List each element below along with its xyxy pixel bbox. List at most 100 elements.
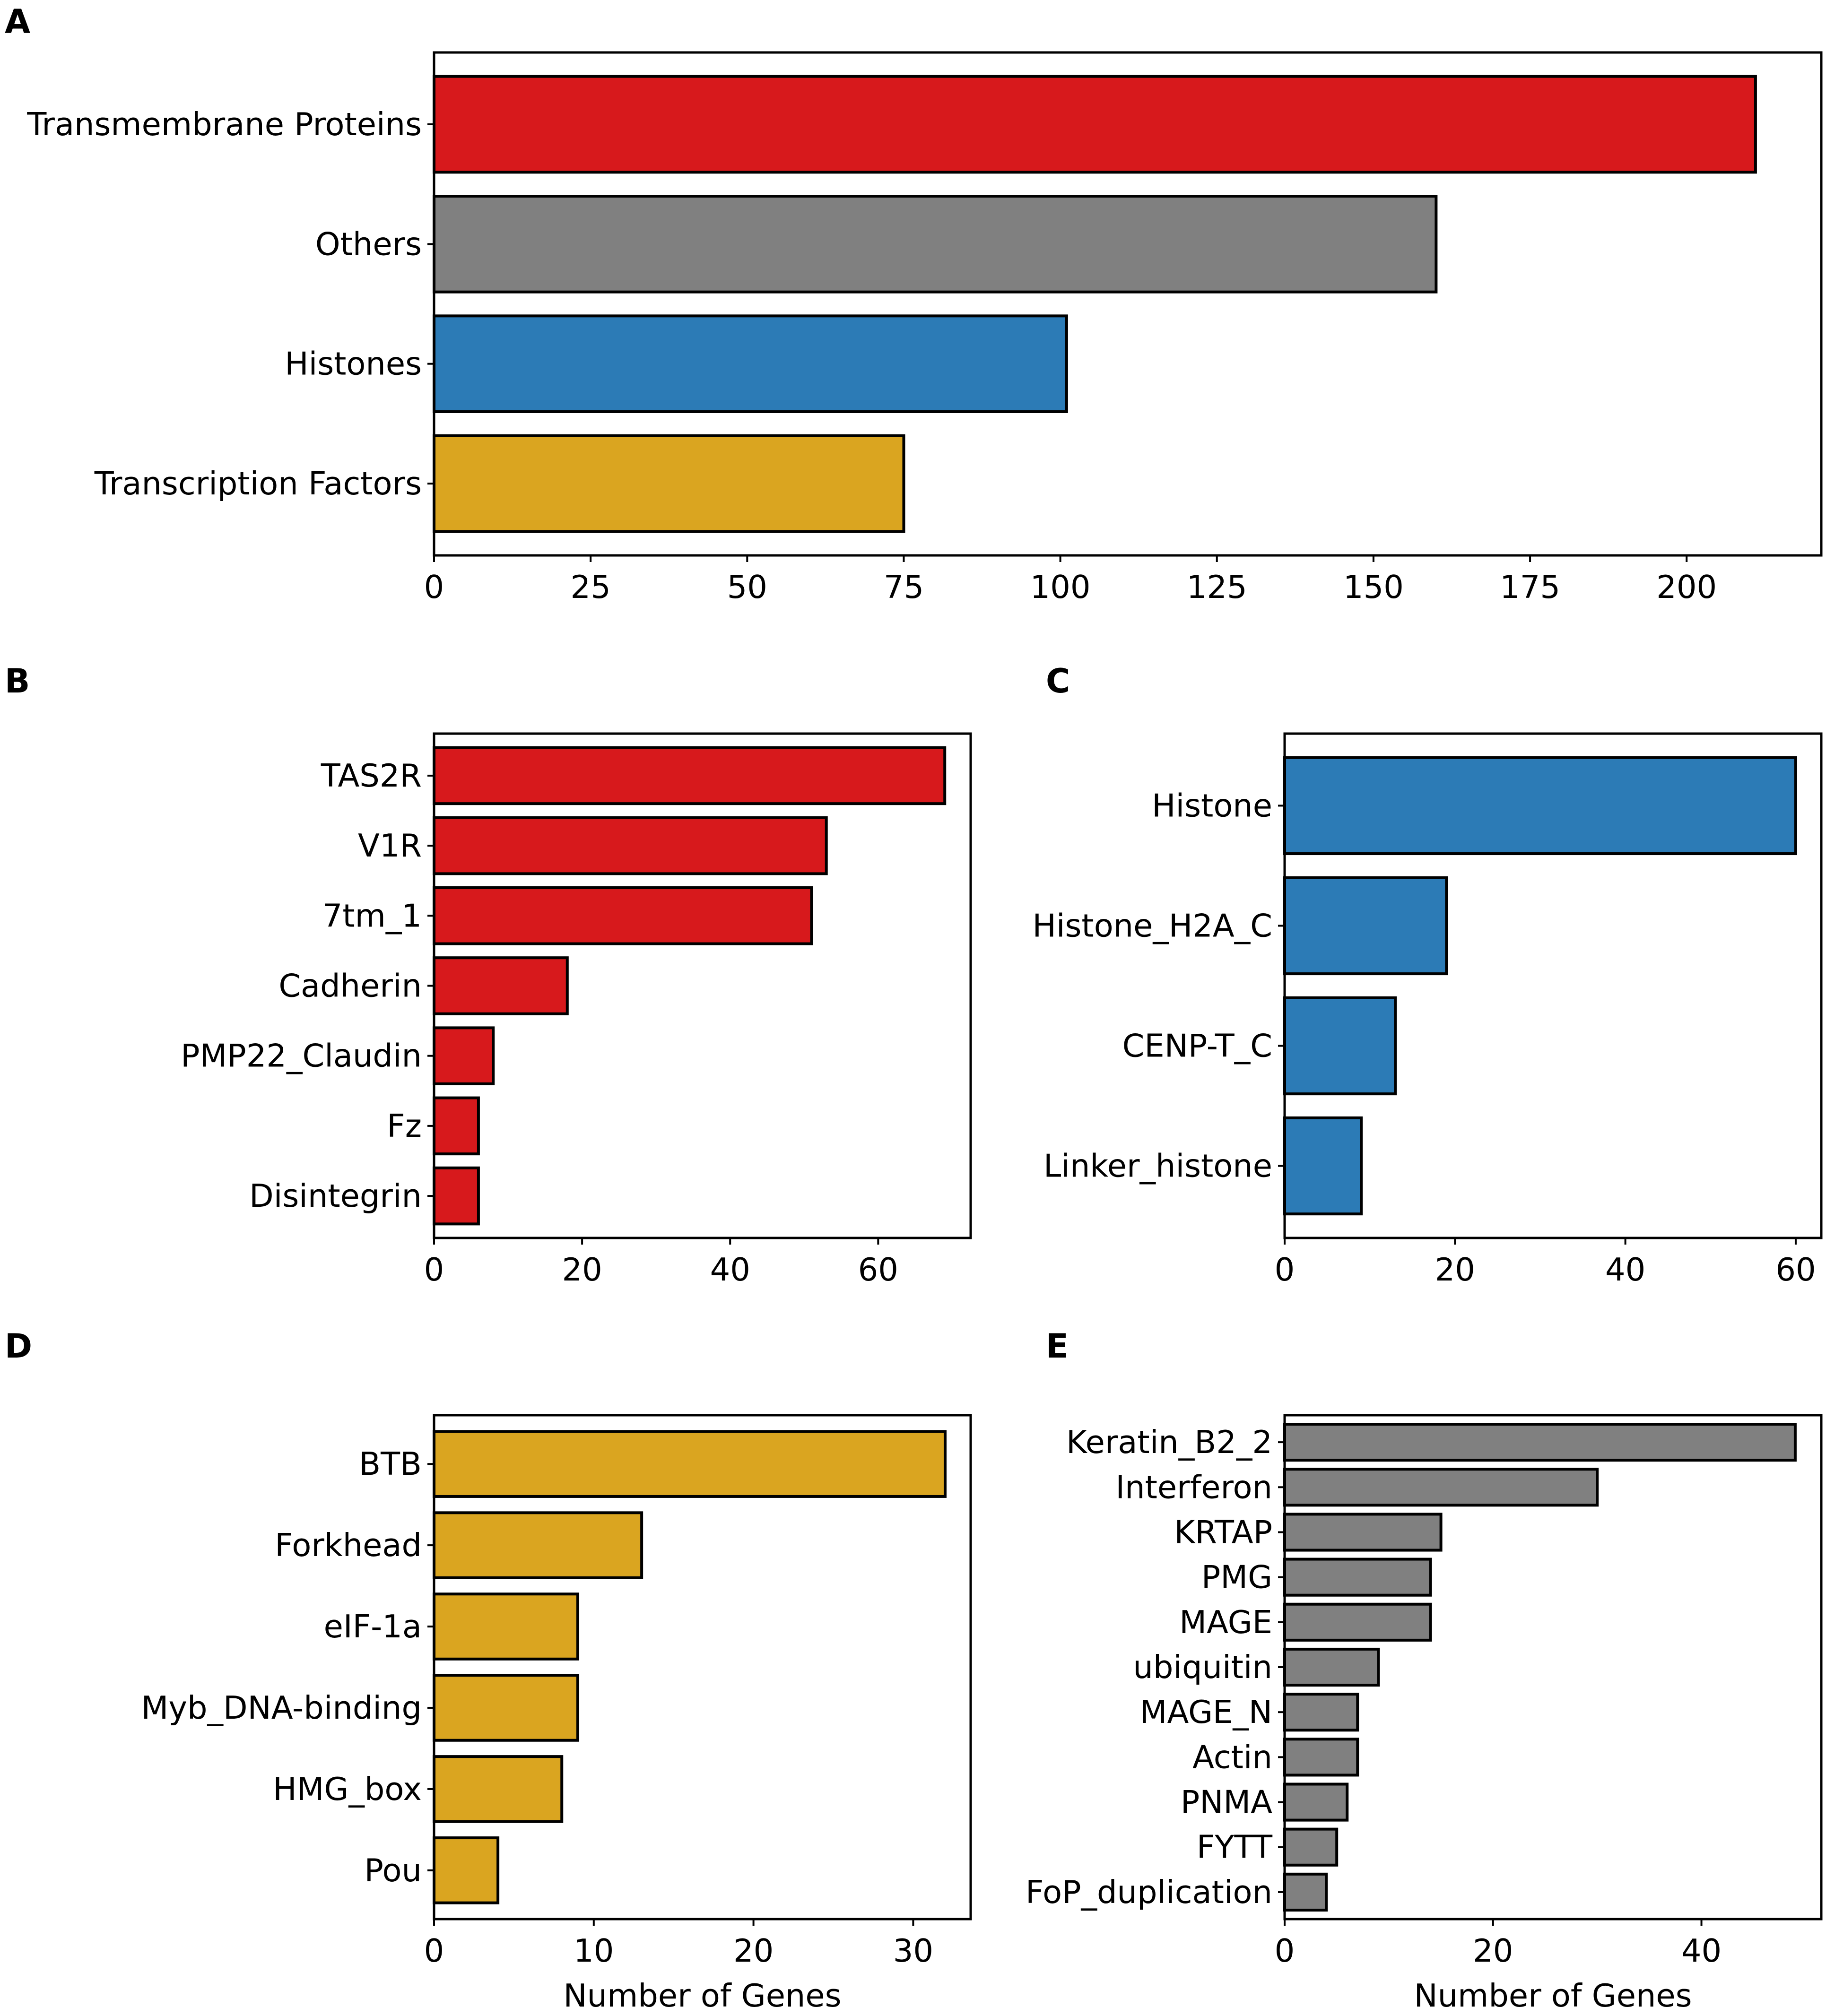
panel-e-category-label: MAGE (1179, 1604, 1272, 1641)
panel-e-xtick-label: 20 (1473, 1932, 1513, 1969)
panel-e-bar (1283, 1872, 1328, 1912)
panel-e-bar (1283, 1693, 1359, 1732)
panel-a-bar (433, 434, 905, 533)
panel-b-bar (433, 816, 828, 875)
panel-e-category-label: Actin (1192, 1739, 1272, 1775)
panel-c-xtick-label: 20 (1435, 1251, 1475, 1288)
panel-a-xtick-label: 150 (1343, 569, 1404, 606)
panel-d-category-label: Myb_DNA-binding (141, 1689, 422, 1726)
panel-b-category-label: Fz (387, 1108, 422, 1144)
panel-d-category-label: eIF-1a (324, 1608, 422, 1645)
panel-d-bar (433, 1755, 564, 1823)
panel-a-category-label: Others (315, 225, 422, 262)
panel-d-bar (433, 1592, 580, 1661)
panel-a-frame (433, 51, 1823, 557)
panel-c-bar (1283, 876, 1448, 976)
panel-e-category-label: Keratin_B2_2 (1066, 1424, 1272, 1461)
panel-b-category-label: 7tm_1 (322, 897, 422, 934)
panel-d-frame (433, 1414, 972, 1921)
panel-c-xtick-label: 40 (1605, 1251, 1645, 1288)
panel-e-bar (1283, 1513, 1443, 1552)
panel-e-bar (1283, 1827, 1339, 1867)
panel-d-letter: D (5, 1327, 32, 1366)
panel-e-bar (1283, 1738, 1359, 1777)
panel-e-category-label: PNMA (1181, 1784, 1272, 1821)
panel-b: B TAS2R V1R 7tm_1 Cadherin PMP22_Claudin Fz Dis… (5, 662, 972, 1288)
panel-d-xtick-label: 30 (893, 1932, 933, 1969)
panel-a-category-label: Histones (285, 346, 422, 382)
panel-d-xtick-label: 20 (733, 1932, 774, 1969)
panel-e-letter: E (1046, 1327, 1069, 1366)
panel-a-letter: A (5, 2, 30, 41)
panel-c-xtick-label: 60 (1775, 1251, 1816, 1288)
panel-c-bar (1283, 1116, 1363, 1216)
panel-c-category-label: Histone_H2A_C (1033, 907, 1272, 944)
panel-e: E Keratin_B2_2 Interferon KRTAP PMG MAGE ubiqu… (1026, 1327, 1823, 2014)
panel-e-category-label: FYTT (1197, 1829, 1273, 1866)
panel-b-bar (433, 886, 813, 945)
panel-e-category-label: PMG (1201, 1559, 1272, 1596)
panel-d-category-label: Pou (365, 1852, 422, 1889)
panel-b-bar (433, 956, 569, 1015)
panel-c-category-label: Linker_histone (1043, 1148, 1272, 1185)
panel-a-xtick-label: 200 (1656, 569, 1717, 606)
panel-c-bar (1283, 996, 1397, 1096)
panel-b-xtick-label: 40 (710, 1251, 750, 1288)
panel-b-category-label: PMP22_Claudin (181, 1038, 422, 1074)
panel-e-frame (1283, 1414, 1823, 1921)
panel-c: C Histone Histone_H2A_C CENP-T_C Linker_hist… (1033, 662, 1823, 1288)
panel-e-xtick-label: 40 (1681, 1932, 1722, 1969)
panel-d-xlabel: Number of Genes (563, 1977, 841, 2014)
panel-e-category-label: ubiquitin (1133, 1649, 1272, 1686)
panel-a-bar (433, 314, 1068, 413)
panel-b-xtick-label: 0 (424, 1251, 444, 1288)
panel-b-bar (433, 1026, 495, 1085)
panel-d-xtick-label: 10 (574, 1932, 614, 1969)
panel-a-xtick-label: 25 (571, 569, 611, 606)
panel-d-bar (433, 1430, 947, 1498)
panel-a-category-label: Transcription Factors (94, 465, 422, 502)
panel-b-letter: B (5, 662, 30, 701)
panel-a-xtick-label: 75 (884, 569, 924, 606)
panel-e-bar (1283, 1782, 1349, 1822)
panel-d-category-label: HMG_box (273, 1771, 422, 1808)
panel-c-category-label: CENP-T_C (1122, 1028, 1272, 1064)
panel-b-category-label: Disintegrin (249, 1177, 422, 1214)
panel-a-xtick-label: 175 (1500, 569, 1560, 606)
panel-d-category-label: Forkhead (275, 1527, 422, 1564)
panel-c-category-label: Histone (1152, 787, 1272, 824)
panel-b-frame (433, 732, 972, 1239)
panel-d-category-label: BTB (359, 1445, 422, 1482)
panel-e-category-label: Interferon (1115, 1469, 1272, 1506)
panel-a: A Transmembrane Proteins Others Histones Tra… (5, 2, 1823, 606)
panel-a-bar (433, 75, 1757, 174)
panel-e-category-label: MAGE_N (1140, 1694, 1272, 1730)
panel-e-bar (1283, 1602, 1432, 1642)
panel-b-xtick-label: 60 (858, 1251, 898, 1288)
panel-c-xtick-label: 0 (1275, 1251, 1295, 1288)
panel-c-letter: C (1046, 662, 1070, 701)
panel-e-bar (1283, 1647, 1380, 1687)
panel-d-bar (433, 1511, 643, 1579)
panel-e-bar (1283, 1423, 1797, 1462)
panel-a-xtick-label: 0 (424, 569, 444, 606)
panel-a-category-label: Transmembrane Proteins (26, 106, 422, 143)
panel-a-xtick-label: 125 (1187, 569, 1247, 606)
panel-b-bar (433, 1166, 480, 1226)
panel-e-category-label: KRTAP (1174, 1514, 1272, 1550)
panel-b-bar (433, 1096, 480, 1156)
panel-b-category-label: TAS2R (321, 757, 422, 794)
panel-b-category-label: Cadherin (278, 968, 422, 1004)
panel-d-bar (433, 1836, 500, 1904)
panel-e-category-label: FoP_duplication (1026, 1874, 1272, 1911)
panel-e-xtick-label: 0 (1275, 1932, 1295, 1969)
panel-b-xtick-label: 20 (562, 1251, 602, 1288)
panel-e-xlabel: Number of Genes (1414, 1977, 1692, 2014)
panel-d-xtick-label: 0 (424, 1932, 444, 1969)
panel-b-category-label: V1R (358, 827, 422, 864)
panel-d-bar (433, 1674, 580, 1742)
panel-a-bar (433, 195, 1438, 294)
panel-b-bar (433, 746, 947, 805)
panel-a-xtick-label: 100 (1030, 569, 1091, 606)
